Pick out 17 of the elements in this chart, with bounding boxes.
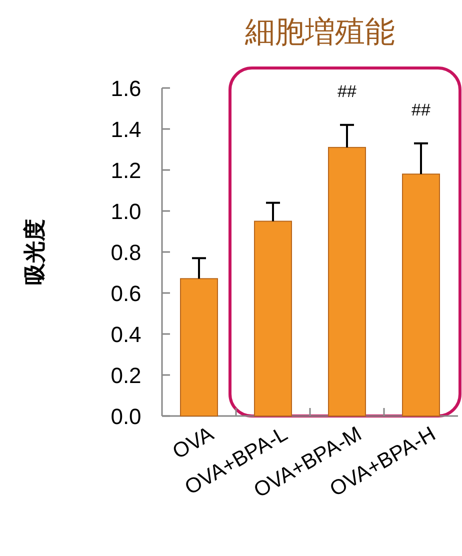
annotation: ## bbox=[338, 82, 357, 101]
chart-title: 細胞増殖能 bbox=[244, 16, 395, 49]
bar bbox=[402, 174, 440, 416]
bar bbox=[180, 278, 218, 416]
y-tick-label: 0.4 bbox=[110, 322, 142, 347]
y-tick-label: 0.0 bbox=[110, 404, 142, 429]
y-tick-label: 1.0 bbox=[110, 199, 142, 224]
annotation: ## bbox=[412, 100, 431, 120]
bar bbox=[328, 146, 366, 416]
y-tick-label: 0.6 bbox=[110, 281, 142, 306]
y-tick-label: 1.4 bbox=[110, 117, 142, 142]
y-tick-label: 0.2 bbox=[110, 363, 142, 388]
y-tick-label: 1.2 bbox=[110, 158, 142, 183]
y-tick-label: 1.6 bbox=[110, 76, 142, 101]
bar bbox=[254, 220, 292, 416]
y-axis-title: 吸光度 bbox=[22, 219, 47, 285]
y-tick-label: 0.8 bbox=[110, 240, 142, 265]
